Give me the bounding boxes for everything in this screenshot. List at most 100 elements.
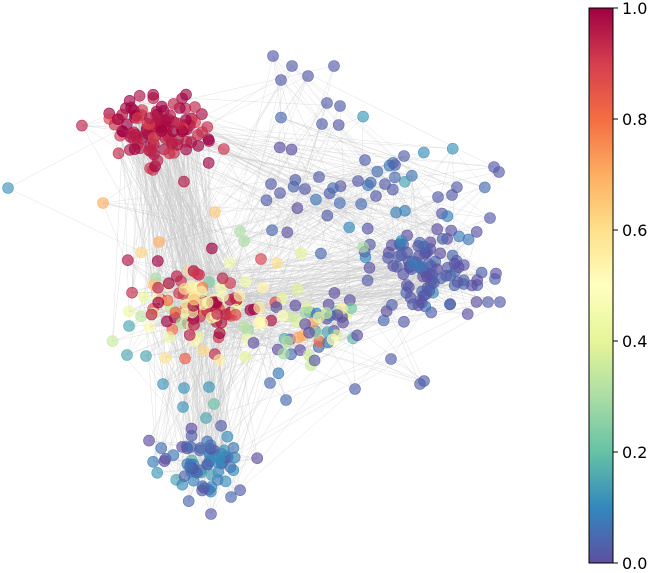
graph-node [417,146,430,159]
graph-node [247,337,260,349]
graph-node [260,194,273,207]
graph-node [361,222,374,235]
graph-node [434,247,447,260]
graph-node [202,157,215,169]
graph-node [147,455,159,468]
graph-node [123,320,135,332]
graph-node [151,466,163,479]
graph-node [359,154,371,166]
graph-node [292,331,305,344]
graph-edge [279,116,364,148]
graph-edge [392,162,485,188]
graph-edge [154,127,222,323]
graph-node [267,50,279,62]
graph-edge [230,388,356,498]
graph-node [303,326,315,339]
graph-node [386,299,398,311]
graph-node [208,398,220,410]
graph-node [126,286,138,299]
graph-node [315,247,327,260]
graph-node [421,270,433,283]
graph-node [294,344,306,356]
graph-node [188,319,200,331]
graph-node [349,383,361,395]
graph-edge [130,133,168,301]
graph-node [355,198,368,210]
graph-node [238,235,250,247]
graph-node [272,367,285,380]
graph-node [334,100,346,112]
graph-node [251,452,264,465]
graph-node [148,132,160,144]
graph-edge [143,144,178,297]
graph-node [321,97,333,109]
graph-node [371,165,384,178]
graph-node [163,277,175,290]
graph-node [446,142,459,155]
graph-node [212,456,224,469]
graph-edge [239,65,293,232]
graph-edge [157,149,187,288]
graph-node [203,381,215,393]
graph-edge [209,244,370,283]
graph-edge [182,313,186,485]
graph-node [234,484,246,497]
graph-node [281,335,294,348]
graph-node [275,74,287,86]
graph-node [164,109,176,122]
graph-edge [163,149,194,304]
graph-node [155,125,168,137]
graph-node [201,296,214,309]
graph-node [163,147,176,160]
graph-node [182,495,195,507]
graph-node [218,444,230,457]
graph-edge [243,75,309,242]
graph-edge [208,140,495,168]
graph-node [436,233,449,245]
graph-node [470,226,483,238]
graph-edge [154,136,222,323]
graph-edge [158,202,340,243]
graph-node [253,301,266,314]
graph-node [159,352,172,364]
graph-node [135,310,147,323]
graph-edge [153,284,212,449]
graph-edge [452,148,485,188]
graph-node [97,197,109,209]
graph-node [205,469,218,481]
graph-node [152,255,164,267]
graph-edge [222,187,334,463]
graph-node [152,296,165,309]
graph-edge [193,318,234,471]
graph-node [144,320,156,333]
graph-node [431,223,444,235]
graph-node [343,221,356,234]
colorbar-tick-label: 0.6 [622,221,647,240]
graph-edge [191,118,366,161]
graph-node [291,202,304,214]
graph-node [218,143,230,155]
graph-node [196,484,208,497]
graph-edge [314,312,432,361]
graph-node [188,293,200,306]
graph-node [362,179,374,191]
graph-node [407,298,419,311]
graph-node [446,189,458,201]
graph-edge [182,246,364,408]
colorbar-tick-label: 0.2 [622,443,647,462]
graph-node [493,166,505,178]
graph-node [169,306,182,319]
graph-node [201,121,214,133]
graph-node [444,298,456,311]
graph-node [299,306,312,319]
colorbar-tick-label: 0.8 [622,110,647,129]
graph-node [138,291,150,303]
graph-node [125,128,137,140]
graph-node [189,101,201,113]
graph-node [255,253,267,265]
graph-node [145,308,158,321]
graph-node [445,224,458,237]
graph-node [277,347,290,360]
graph-edge [341,180,359,309]
graph-edge [193,152,424,272]
